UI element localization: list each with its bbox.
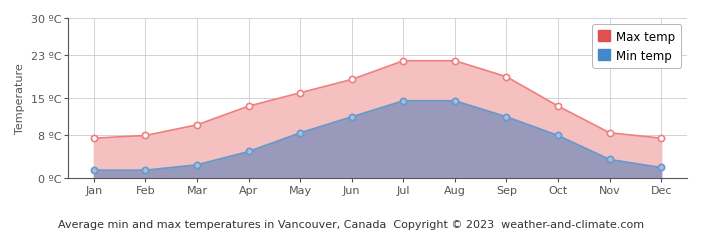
Y-axis label: Temperature: Temperature: [15, 64, 25, 134]
Text: Average min and max temperatures in Vancouver, Canada  Copyright © 2023  weather: Average min and max temperatures in Vanc…: [58, 219, 644, 229]
Legend: Max temp, Min temp: Max temp, Min temp: [592, 25, 681, 68]
